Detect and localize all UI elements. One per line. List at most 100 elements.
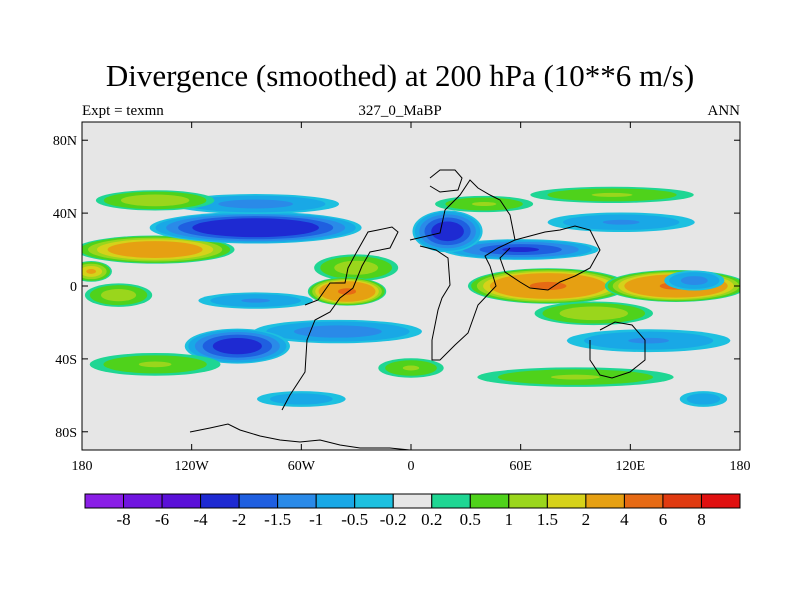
field-blob-15 xyxy=(442,239,599,260)
colorbar-label: -0.2 xyxy=(380,510,407,529)
colorbar-swatch xyxy=(623,493,664,509)
contour-band xyxy=(334,260,379,275)
colorbar-swatch xyxy=(277,493,317,509)
field-blob-0 xyxy=(82,235,235,264)
y-tick-label: 80S xyxy=(55,426,77,441)
field-blob-22 xyxy=(679,391,728,407)
x-tick-label: 0 xyxy=(408,459,415,474)
x-tick-label: 120W xyxy=(175,459,210,474)
y-axis: 80N 40N 0 40S 80S xyxy=(53,134,740,441)
field-blob-1 xyxy=(82,261,112,282)
contour-band xyxy=(680,276,708,285)
colorbar-swatch xyxy=(662,493,702,509)
chart-title: Divergence (smoothed) at 200 hPa (10**6 … xyxy=(105,58,695,93)
season-label: ANN xyxy=(707,103,741,119)
experiment-label: Expt = texmn xyxy=(82,103,164,119)
colorbar-label: 8 xyxy=(697,510,706,529)
colorbar-swatch xyxy=(315,493,356,509)
contour-band xyxy=(120,194,190,207)
colorbar-swatch xyxy=(238,493,279,509)
contour-band xyxy=(241,298,270,303)
x-tick-label: 120E xyxy=(616,459,646,474)
field-blob-5 xyxy=(95,190,215,211)
colorbar-label: -1.5 xyxy=(264,510,291,529)
colorbar-swatch xyxy=(585,493,625,509)
colorbar-swatch xyxy=(161,493,202,509)
contour-band xyxy=(192,218,319,238)
contour-band xyxy=(212,337,262,355)
contour-band xyxy=(100,288,137,302)
y-tick-label: 40S xyxy=(55,353,77,368)
colorbar-label: 6 xyxy=(659,510,668,529)
field-blob-2 xyxy=(84,283,153,307)
colorbar-swatch xyxy=(546,493,587,509)
contour-band xyxy=(602,219,640,225)
contour-band xyxy=(269,393,333,405)
coastline-asia xyxy=(499,225,601,291)
contour-band xyxy=(628,337,670,344)
colorbar-swatch xyxy=(123,493,163,509)
colorbar-swatch xyxy=(84,493,125,509)
coastline-greenland xyxy=(429,169,463,193)
coastline-americas xyxy=(281,226,399,411)
colorbar-swatch xyxy=(700,493,741,509)
contour-band xyxy=(559,306,628,321)
contour-band xyxy=(338,288,357,295)
colorbar-label: 1 xyxy=(505,510,514,529)
contour-band xyxy=(86,268,97,274)
colorbar-label: -6 xyxy=(155,510,169,529)
contour-band xyxy=(402,365,420,371)
field-blob-9 xyxy=(307,277,387,306)
contour-band xyxy=(686,393,721,405)
contour-band xyxy=(293,325,382,338)
contour-band xyxy=(591,192,633,197)
period-label: 327_0_MaBP xyxy=(358,103,442,119)
contour-band xyxy=(218,199,293,209)
colorbar-label: 0.5 xyxy=(460,510,481,529)
x-tick-label: 180 xyxy=(72,459,93,474)
field-blob-21 xyxy=(477,367,674,387)
colorbar-swatch xyxy=(392,493,433,509)
colorbar-label: 4 xyxy=(620,510,629,529)
field-blob-6 xyxy=(314,254,399,282)
colorbar-label: -0.5 xyxy=(341,510,368,529)
colorbar-label: -8 xyxy=(116,510,130,529)
field-blob-25 xyxy=(378,358,444,378)
y-tick-label: 0 xyxy=(70,280,77,295)
field-blob-23 xyxy=(530,186,694,204)
contour-band xyxy=(471,201,497,207)
field-blob-18 xyxy=(566,329,731,353)
colorbar-label: -1 xyxy=(309,510,323,529)
x-tick-label: 60W xyxy=(288,459,316,474)
field-blob-4 xyxy=(172,194,340,214)
coastline-australia xyxy=(589,321,646,379)
field-blob-19 xyxy=(664,270,725,291)
field-blob-10 xyxy=(184,328,290,364)
colorbar-label: -4 xyxy=(194,510,209,529)
contour-band xyxy=(107,241,203,258)
field-blob-11 xyxy=(89,352,221,376)
contour-band xyxy=(502,247,540,253)
y-tick-label: 40N xyxy=(53,207,77,222)
field-blob-24 xyxy=(435,195,534,213)
colorbar-swatch xyxy=(469,493,510,509)
field-blob-17 xyxy=(412,210,483,253)
contour-band xyxy=(431,221,464,242)
colorbar-label: -2 xyxy=(232,510,246,529)
colorbar-swatch xyxy=(508,493,548,509)
coastline-africa-europe xyxy=(409,179,516,361)
field-blob-20 xyxy=(534,301,654,326)
coastline-antarctica xyxy=(189,423,411,450)
colorbar-swatch xyxy=(431,493,471,509)
field-blob-7 xyxy=(253,319,422,344)
colorbar: -8 -6 -4 -2 -1.5 -1 -0.5 -0.2 0.2 0.5 1 1.5 2 4 6 8 xyxy=(84,493,741,529)
field-blob-16 xyxy=(547,212,695,233)
field-blob-3 xyxy=(149,211,362,244)
colorbar-label: 2 xyxy=(582,510,591,529)
contour-band xyxy=(138,361,172,368)
colorbar-swatch xyxy=(200,493,240,509)
x-axis: 180 120W 60W 0 60E 120E 180 xyxy=(72,122,751,474)
coastlines xyxy=(189,169,646,450)
y-tick-label: 80N xyxy=(53,134,77,149)
